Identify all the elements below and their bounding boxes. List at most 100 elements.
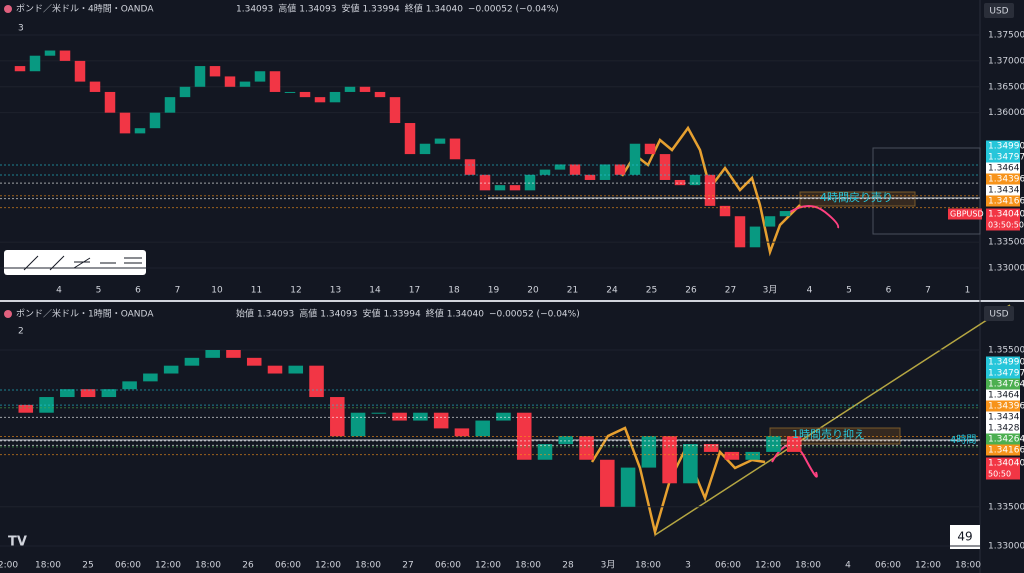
candle [662, 436, 677, 484]
time-label: 10 [211, 286, 223, 296]
symbol-icon [4, 310, 12, 318]
candle [359, 86, 371, 92]
price-tag: 1.34341 [988, 413, 1024, 423]
candle [44, 50, 56, 56]
candle [419, 143, 431, 155]
price-axis-label: 1.33000 [988, 542, 1024, 552]
candle [496, 412, 511, 421]
time-label: 18:00 [355, 561, 381, 571]
price-axis-label: 1.37000 [988, 56, 1024, 66]
currency[interactable]: USD [989, 7, 1008, 17]
candle [246, 357, 262, 366]
ohlc-value: 1.34093 [257, 310, 294, 320]
candle [288, 365, 304, 374]
time-label: 4 [845, 561, 851, 571]
price-tag-bg [986, 173, 1020, 185]
candle [29, 55, 41, 72]
ohlc-value: 1.34093 [299, 5, 336, 15]
ohlc-value: 1.34040 [447, 310, 484, 320]
time-label: 06:00 [715, 561, 741, 571]
price-tag-bg [986, 411, 1020, 423]
zone-box [872, 147, 981, 235]
time-label: 24 [606, 286, 618, 296]
price-tag-bg [986, 151, 1020, 163]
candle [475, 420, 490, 437]
time-label: 06:00 [875, 561, 901, 571]
last-price: 1.34040 [988, 210, 1024, 220]
price-tag: 1.34640 [988, 164, 1024, 174]
time-label: 18:00 [955, 561, 981, 571]
candle [704, 174, 716, 206]
price-tag-bg [986, 444, 1020, 456]
candle [734, 216, 746, 248]
ohlc-label: 安値 [362, 308, 380, 320]
candle [314, 97, 326, 103]
time-label: 20 [527, 286, 539, 296]
price-tag: 1.34797 [988, 369, 1024, 379]
time-label: 18:00 [195, 561, 221, 571]
time-label: 06:00 [115, 561, 141, 571]
candle [434, 138, 446, 144]
time-label: 12:00 [155, 561, 181, 571]
candle [350, 412, 366, 437]
candle [524, 174, 536, 191]
price-tag-bg [986, 422, 1020, 434]
price-tag-bg [986, 162, 1020, 174]
candle [766, 436, 781, 452]
indicator-count: 3 [18, 24, 24, 34]
candle [479, 174, 491, 191]
time-label: 06:00 [275, 561, 301, 571]
candle [329, 91, 341, 103]
currency-button[interactable] [984, 306, 1014, 321]
change: −0.00052 (−0.04%) [489, 310, 580, 320]
candle [119, 112, 131, 134]
candle [644, 143, 656, 155]
time-label: 6 [135, 286, 141, 296]
time-label: 2:00 [0, 561, 18, 571]
time-label: 3月 [601, 560, 616, 571]
candle [599, 164, 611, 180]
time-label: 18:00 [795, 561, 821, 571]
price-tag-bg [986, 356, 1020, 368]
candle [134, 128, 146, 134]
candle [764, 216, 776, 227]
ohlc-label: 終値 [426, 308, 444, 320]
countdown: 50:50 [988, 470, 1011, 479]
candle [509, 185, 521, 191]
time-label: 12:00 [475, 561, 501, 571]
time-label: 13 [330, 286, 341, 296]
price-tag: 1.34166 [988, 446, 1024, 456]
candle [494, 185, 506, 191]
candle [659, 154, 671, 180]
candle [344, 86, 356, 92]
ohlc-label: 高値 [299, 308, 317, 320]
candle [674, 179, 686, 186]
price-tag: 1.34264 [988, 435, 1024, 445]
time-label: 26 [242, 561, 254, 571]
candle [164, 97, 176, 113]
currency-button[interactable] [984, 3, 1014, 18]
logo: TV [8, 535, 27, 550]
price-tag: 1.34640 [988, 391, 1024, 401]
time-label: 18:00 [515, 561, 541, 571]
price-tag: 1.34284 [988, 424, 1024, 434]
price-axis-label: 1.33500 [988, 502, 1024, 512]
annotation: 4時間 [950, 434, 976, 446]
candle [39, 397, 54, 413]
candle [554, 164, 566, 170]
candle [80, 389, 96, 398]
candle [584, 174, 596, 180]
candle [749, 226, 761, 248]
candle [641, 436, 657, 468]
symbol: ポンド／米ドル・1時間・OANDA [16, 308, 154, 320]
candle [683, 444, 698, 484]
forecast-drawing [789, 205, 840, 229]
time-label: 19 [488, 286, 500, 296]
time-label: 14 [369, 286, 381, 296]
candle [454, 428, 470, 437]
candle [724, 451, 740, 460]
price-tag: 1.34990 [988, 358, 1024, 368]
price-tag-bg [986, 184, 1020, 196]
candle [205, 350, 220, 358]
currency[interactable]: USD [989, 310, 1008, 320]
